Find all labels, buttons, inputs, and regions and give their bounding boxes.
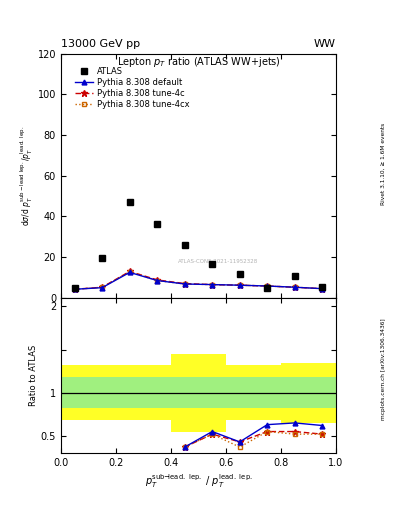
Pythia 8.308 tune-4cx bbox=[210, 282, 215, 288]
Text: ATLAS-CONF-2021-11952328: ATLAS-CONF-2021-11952328 bbox=[178, 259, 258, 264]
Y-axis label: Ratio to ATLAS: Ratio to ATLAS bbox=[29, 345, 38, 406]
ATLAS bbox=[100, 255, 105, 261]
Pythia 8.308 tune-4c bbox=[127, 268, 132, 274]
Pythia 8.308 tune-4cx bbox=[155, 278, 160, 284]
Text: Rivet 3.1.10, ≥ 1.6M events: Rivet 3.1.10, ≥ 1.6M events bbox=[381, 123, 386, 205]
Pythia 8.308 tune-4c bbox=[210, 282, 215, 288]
Text: mcplots.cern.ch [arXiv:1306.3436]: mcplots.cern.ch [arXiv:1306.3436] bbox=[381, 318, 386, 419]
Y-axis label: d$\sigma$/d $p_T^{\rm sub-lead\ lep.}$/$p_T^{\rm lead.\ lep.}$: d$\sigma$/d $p_T^{\rm sub-lead\ lep.}$/$… bbox=[18, 126, 35, 226]
Pythia 8.308 tune-4cx bbox=[237, 282, 242, 288]
ATLAS bbox=[155, 221, 160, 227]
Pythia 8.308 default bbox=[182, 281, 187, 287]
Pythia 8.308 tune-4cx bbox=[320, 286, 325, 292]
Pythia 8.308 tune-4cx bbox=[100, 284, 105, 290]
ATLAS bbox=[292, 273, 297, 280]
ATLAS bbox=[210, 261, 215, 267]
Line: Pythia 8.308 tune-4c: Pythia 8.308 tune-4c bbox=[71, 268, 326, 293]
Pythia 8.308 default bbox=[320, 286, 325, 292]
Line: ATLAS: ATLAS bbox=[72, 199, 325, 291]
Pythia 8.308 tune-4c bbox=[182, 281, 187, 287]
Pythia 8.308 tune-4cx bbox=[292, 284, 297, 290]
Pythia 8.308 tune-4c bbox=[72, 286, 77, 292]
Pythia 8.308 default bbox=[265, 283, 270, 289]
Pythia 8.308 tune-4c bbox=[100, 284, 105, 290]
Pythia 8.308 default bbox=[100, 285, 105, 291]
ATLAS bbox=[320, 284, 325, 290]
ATLAS bbox=[265, 285, 270, 291]
Pythia 8.308 tune-4c bbox=[320, 286, 325, 292]
Pythia 8.308 tune-4c bbox=[237, 282, 242, 288]
ATLAS bbox=[182, 242, 187, 248]
Pythia 8.308 tune-4cx bbox=[265, 283, 270, 289]
Pythia 8.308 tune-4c bbox=[265, 283, 270, 289]
Pythia 8.308 default bbox=[127, 269, 132, 275]
Pythia 8.308 default bbox=[155, 278, 160, 284]
Line: Pythia 8.308 default: Pythia 8.308 default bbox=[72, 270, 325, 292]
Pythia 8.308 tune-4cx bbox=[127, 269, 132, 275]
Pythia 8.308 tune-4c bbox=[292, 284, 297, 290]
Pythia 8.308 tune-4cx bbox=[182, 281, 187, 287]
ATLAS bbox=[127, 199, 132, 205]
Text: WW: WW bbox=[314, 38, 336, 49]
Line: Pythia 8.308 tune-4cx: Pythia 8.308 tune-4cx bbox=[72, 269, 325, 292]
Text: 13000 GeV pp: 13000 GeV pp bbox=[61, 38, 140, 49]
Pythia 8.308 tune-4cx bbox=[72, 286, 77, 292]
Pythia 8.308 default bbox=[237, 282, 242, 288]
ATLAS bbox=[237, 271, 242, 278]
Pythia 8.308 default bbox=[292, 284, 297, 290]
ATLAS bbox=[72, 285, 77, 291]
X-axis label: $p_T^{\rm sub\!\!-\!\!lead.\ lep.}$ / $p_T^{\rm lead.\ lep.}$: $p_T^{\rm sub\!\!-\!\!lead.\ lep.}$ / $p… bbox=[145, 472, 252, 490]
Pythia 8.308 default bbox=[72, 286, 77, 292]
Legend: ATLAS, Pythia 8.308 default, Pythia 8.308 tune-4c, Pythia 8.308 tune-4cx: ATLAS, Pythia 8.308 default, Pythia 8.30… bbox=[73, 65, 191, 111]
Pythia 8.308 default bbox=[210, 282, 215, 288]
Pythia 8.308 tune-4c bbox=[155, 277, 160, 283]
Text: Lepton $p_T$ ratio (ATLAS WW+jets): Lepton $p_T$ ratio (ATLAS WW+jets) bbox=[117, 55, 280, 69]
